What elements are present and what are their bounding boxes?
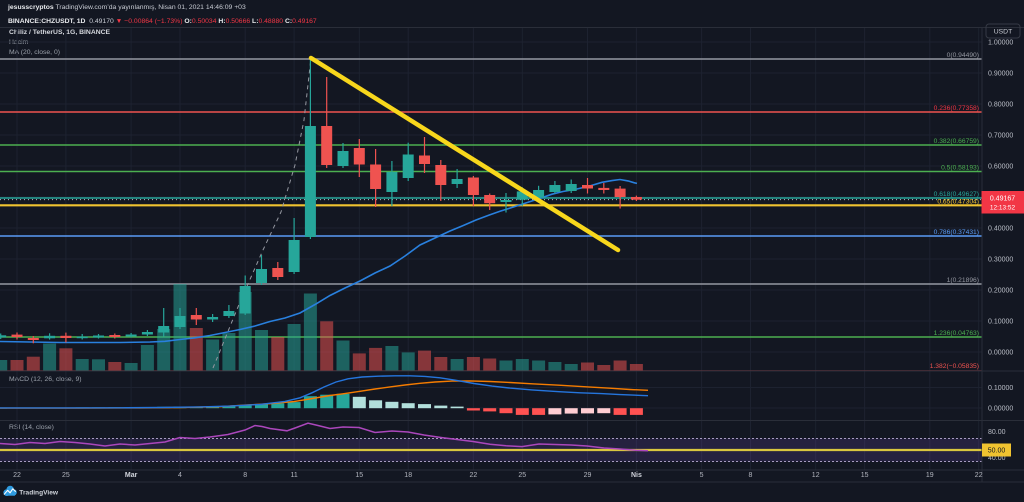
svg-text:0.618(0.49627): 0.618(0.49627) [934,191,979,198]
svg-text:15: 15 [861,472,869,479]
svg-text:15: 15 [355,472,363,479]
svg-text:0.00000: 0.00000 [988,406,1013,413]
svg-text:0(0.94490): 0(0.94490) [947,52,979,59]
svg-text:0.30000: 0.30000 [988,257,1013,264]
svg-text:1.382(−0.05835): 1.382(−0.05835) [930,363,979,370]
svg-text:0.70000: 0.70000 [988,133,1013,140]
svg-text:25: 25 [518,472,526,479]
svg-text:0.40000: 0.40000 [988,226,1013,233]
svg-text:Mar: Mar [125,472,138,479]
svg-text:22: 22 [13,472,21,479]
svg-text:19: 19 [926,472,934,479]
svg-text:USDT: USDT [994,29,1013,36]
svg-text:0.60000: 0.60000 [988,164,1013,171]
svg-text:11: 11 [290,472,297,479]
svg-text:29: 29 [584,472,592,479]
svg-text:4: 4 [178,472,182,479]
svg-text:8: 8 [243,472,247,479]
svg-text:0.10000: 0.10000 [988,385,1013,392]
svg-text:0.65(0.47304): 0.65(0.47304) [937,199,979,206]
svg-text:0.49167: 0.49167 [990,196,1015,203]
svg-text:50.00: 50.00 [988,448,1006,455]
svg-text:1.236(0.04763): 1.236(0.04763) [934,330,979,337]
svg-text:0.236(0.77358): 0.236(0.77358) [934,105,979,112]
svg-text:12:13:52: 12:13:52 [990,205,1016,212]
svg-text:25: 25 [62,472,70,479]
svg-text:1(0.21896): 1(0.21896) [947,277,979,284]
svg-text:1.00000: 1.00000 [988,40,1013,47]
svg-text:22: 22 [975,472,983,479]
svg-text:0.00000: 0.00000 [988,350,1013,357]
svg-text:Nis: Nis [631,472,642,479]
svg-text:5: 5 [700,472,704,479]
svg-text:TradingView: TradingView [19,490,59,497]
svg-text:0.786(0.37431): 0.786(0.37431) [934,229,979,236]
svg-text:40.00: 40.00 [988,455,1006,462]
svg-text:0.90000: 0.90000 [988,71,1013,78]
svg-text:22: 22 [470,472,478,479]
svg-text:8: 8 [749,472,753,479]
svg-text:0.20000: 0.20000 [988,288,1013,295]
svg-text:0.5(0.58193): 0.5(0.58193) [941,165,979,172]
svg-text:18: 18 [404,472,412,479]
svg-text:12: 12 [812,472,820,479]
svg-text:80.00: 80.00 [988,429,1006,436]
svg-text:0.80000: 0.80000 [988,102,1013,109]
svg-text:0.10000: 0.10000 [988,319,1013,326]
svg-text:0.382(0.66759): 0.382(0.66759) [934,138,979,145]
